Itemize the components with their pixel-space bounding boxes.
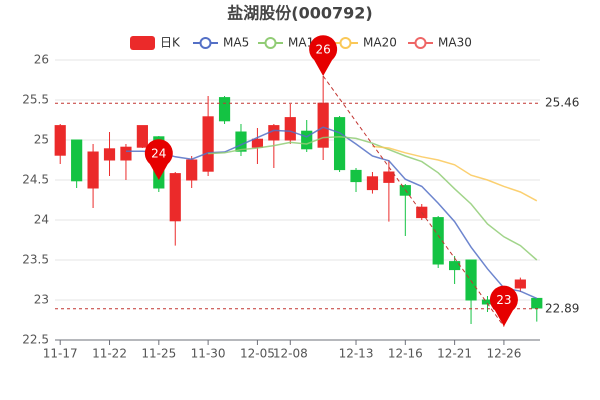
mark-line-label: 22.89: [545, 301, 579, 315]
candle-body: [169, 173, 181, 222]
legend-label: MA20: [363, 36, 397, 50]
candle-body: [333, 117, 346, 171]
y-tick-label: 25: [34, 133, 49, 147]
candle-body: [268, 125, 280, 141]
candle-body: [136, 125, 148, 148]
y-tick-label: 26: [34, 53, 49, 67]
candle-body: [317, 102, 329, 148]
candle-body: [251, 138, 264, 148]
mark-line-label: 25.46: [545, 96, 579, 110]
x-tick-label: 11-30: [191, 347, 226, 361]
y-tick-label: 22.5: [22, 333, 49, 347]
legend-swatch: [199, 37, 212, 49]
x-tick-label: 12-08: [273, 347, 308, 361]
annotation-label: 23: [496, 293, 511, 307]
annotation-pin: [309, 35, 338, 76]
candle-body: [103, 148, 116, 161]
candle-body: [218, 97, 231, 122]
trend-line: [322, 75, 505, 327]
y-tick-label: 24: [34, 213, 49, 227]
ma-line: [372, 145, 538, 202]
x-tick-label: 12-13: [339, 347, 374, 361]
candle-body: [284, 117, 296, 141]
legend-label: MA5: [223, 36, 249, 50]
candle-body: [71, 139, 83, 182]
candle-body: [366, 176, 379, 191]
candle-body: [202, 116, 214, 172]
candle-body: [54, 125, 66, 156]
y-tick-label: 24.5: [22, 173, 49, 187]
annotation-label: 26: [316, 43, 331, 57]
legend-label: 日K: [160, 36, 181, 50]
ma-line: [208, 136, 538, 261]
x-tick-label: 12-05: [240, 347, 275, 361]
candle-body: [432, 217, 444, 265]
legend-swatch: [130, 36, 155, 50]
candle-body: [120, 146, 132, 161]
candle-body: [449, 261, 461, 271]
x-tick-label: 11-17: [43, 347, 78, 361]
candle-body: [383, 171, 395, 183]
annotation-label: 24: [151, 147, 166, 161]
candle-body: [186, 159, 198, 181]
x-tick-label: 12-16: [388, 347, 423, 361]
x-tick-label: 11-25: [141, 347, 176, 361]
x-tick-label: 12-26: [486, 347, 521, 361]
legend-label: MA30: [438, 36, 472, 50]
x-tick-label: 11-22: [92, 347, 127, 361]
x-tick-label: 12-21: [437, 347, 472, 361]
candle-body: [514, 279, 526, 289]
legend-swatch: [339, 37, 352, 49]
candle-body: [350, 169, 362, 183]
annotation-pin: [489, 285, 518, 327]
candle-body: [301, 130, 313, 150]
candle-body: [531, 297, 543, 309]
y-tick-label: 23.5: [22, 253, 49, 267]
candle-body: [465, 259, 477, 301]
candle-body: [235, 131, 247, 152]
ma-line: [126, 126, 538, 300]
y-tick-label: 23: [34, 293, 49, 307]
annotation-pin: [144, 139, 173, 180]
candle-body: [87, 151, 99, 189]
legend-swatch: [264, 37, 277, 49]
legend-swatch: [414, 37, 427, 49]
chart-title: 盐湖股份(000792): [227, 4, 372, 23]
y-tick-label: 25.5: [22, 93, 49, 107]
